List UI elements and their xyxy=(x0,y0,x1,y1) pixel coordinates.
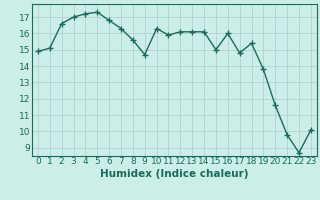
X-axis label: Humidex (Indice chaleur): Humidex (Indice chaleur) xyxy=(100,169,249,179)
